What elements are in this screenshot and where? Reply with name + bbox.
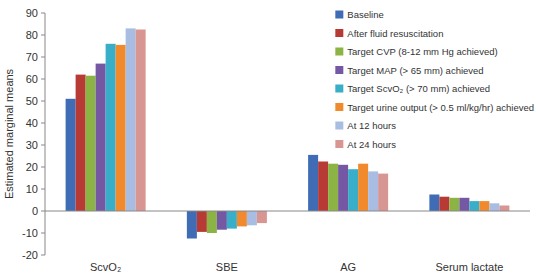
bar bbox=[459, 198, 469, 211]
legend-swatch bbox=[335, 140, 343, 148]
bar bbox=[449, 198, 459, 211]
legend-label: Baseline bbox=[347, 9, 383, 20]
legend-label: At 12 hours bbox=[347, 120, 396, 131]
y-axis bbox=[45, 13, 46, 255]
y-tick-label: 70 bbox=[26, 51, 38, 63]
legend: Baseline After fluid resuscitation Target … bbox=[335, 9, 534, 150]
bar bbox=[66, 99, 76, 211]
legend-label: After fluid resuscitation bbox=[347, 28, 443, 39]
bar bbox=[237, 211, 247, 226]
bar bbox=[368, 171, 378, 211]
bar bbox=[96, 64, 106, 211]
legend-swatch bbox=[335, 29, 343, 37]
bar bbox=[328, 164, 338, 211]
legend-swatch bbox=[335, 66, 343, 74]
y-tick-label: 40 bbox=[26, 117, 38, 129]
bar bbox=[479, 201, 489, 211]
bar bbox=[378, 174, 388, 211]
x-tick-label: Serum lactate bbox=[435, 261, 503, 273]
legend-swatch bbox=[335, 48, 343, 56]
y-tick bbox=[41, 189, 45, 190]
y-tick bbox=[41, 79, 45, 80]
y-tick-label: 50 bbox=[26, 95, 38, 107]
bar bbox=[358, 164, 368, 211]
y-tick bbox=[41, 101, 45, 102]
bar bbox=[207, 211, 217, 233]
y-tick bbox=[41, 145, 45, 146]
legend-label: Target urine output (> 0.5 ml/kg/hr) ach… bbox=[347, 102, 534, 113]
y-tick-label: 10 bbox=[26, 183, 38, 195]
legend-label: Target CVP (8-12 mm Hg achieved) bbox=[347, 46, 497, 57]
bar bbox=[136, 30, 146, 212]
bar bbox=[197, 211, 207, 232]
bar bbox=[116, 45, 126, 211]
bars bbox=[66, 28, 510, 238]
y-tick bbox=[41, 123, 45, 124]
bar bbox=[469, 201, 479, 211]
bar bbox=[489, 203, 499, 211]
y-axis-label: Estimated marginal means bbox=[3, 68, 15, 199]
x-tick-label: SBE bbox=[216, 261, 238, 273]
y-tick-label: -10 bbox=[22, 227, 38, 239]
legend-swatch bbox=[335, 11, 343, 19]
y-tick-label: 20 bbox=[26, 161, 38, 173]
bar bbox=[86, 76, 96, 211]
y-tick-label: 80 bbox=[26, 29, 38, 41]
bar bbox=[348, 169, 358, 211]
bar bbox=[187, 211, 197, 239]
y-tick-label: 0 bbox=[32, 205, 38, 217]
y-tick-label: 30 bbox=[26, 139, 38, 151]
x-tick-label: ScvO₂ bbox=[90, 261, 121, 273]
bar bbox=[257, 211, 267, 223]
legend-label: At 24 hours bbox=[347, 139, 396, 150]
y-tick-label: 60 bbox=[26, 73, 38, 85]
bar bbox=[76, 75, 86, 211]
y-tick bbox=[41, 57, 45, 58]
bar bbox=[499, 206, 509, 212]
legend-swatch bbox=[335, 85, 343, 93]
y-tick-label: 90 bbox=[26, 7, 38, 19]
y-tick bbox=[41, 211, 45, 212]
bar bbox=[338, 165, 348, 211]
zero-line bbox=[45, 211, 530, 212]
bar bbox=[217, 211, 227, 230]
legend-label: Target MAP (> 65 mm) achieved bbox=[347, 65, 483, 76]
legend-swatch bbox=[335, 122, 343, 130]
bar bbox=[308, 155, 318, 211]
y-tick bbox=[41, 13, 45, 14]
y-tick bbox=[41, 255, 45, 256]
bar bbox=[439, 197, 449, 211]
bar bbox=[106, 44, 116, 211]
y-tick bbox=[41, 167, 45, 168]
chart: -20 -10 0 10 20 30 40 50 60 70 80 90 Estimated margi… bbox=[0, 0, 538, 279]
y-tick bbox=[41, 233, 45, 234]
legend-label: Target ScvO₂ (> 70 mm) achieved bbox=[347, 83, 490, 94]
bar bbox=[247, 211, 257, 225]
legend-swatch bbox=[335, 103, 343, 111]
y-tick-label: -20 bbox=[22, 249, 38, 261]
bar bbox=[429, 195, 439, 212]
bar bbox=[126, 28, 136, 211]
bar bbox=[227, 211, 237, 229]
y-tick bbox=[41, 35, 45, 36]
bar bbox=[318, 162, 328, 212]
x-tick-label: AG bbox=[340, 261, 356, 273]
